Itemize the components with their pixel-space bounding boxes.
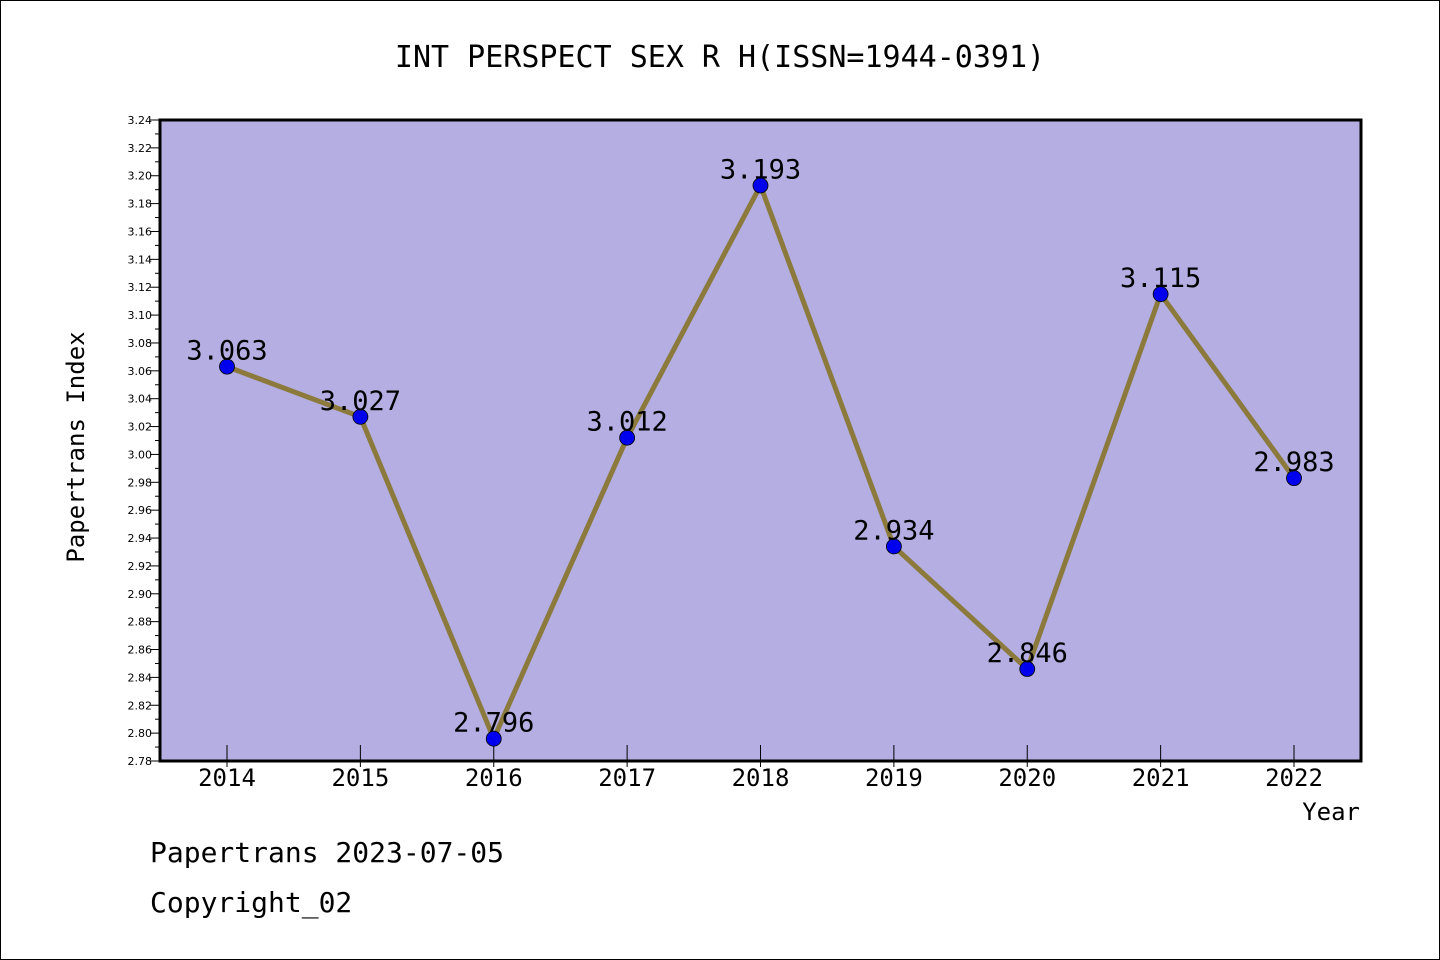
- y-tick-label: 2.98: [128, 476, 153, 489]
- data-point: [1286, 470, 1302, 487]
- y-tick-label: 2.84: [128, 671, 153, 684]
- y-tick-label: 2.82: [128, 699, 153, 712]
- data-label: 3.027: [320, 386, 401, 417]
- data-point: [752, 177, 769, 194]
- data-point: [352, 408, 369, 425]
- data-point: [485, 730, 502, 747]
- y-tick-label: 2.88: [128, 616, 153, 629]
- data-label: 2.983: [1253, 447, 1334, 478]
- y-tick-label: 3.22: [128, 142, 153, 155]
- x-axis-label: Year: [1302, 798, 1360, 826]
- y-tick-label: 3.14: [128, 253, 153, 266]
- markers-group: [219, 177, 1302, 747]
- x-tick-label: 2016: [465, 764, 523, 792]
- y-tick-label: 3.02: [128, 421, 153, 434]
- chart-title: INT PERSPECT SEX R H(ISSN=1944-0391): [395, 40, 1045, 75]
- x-axis: 2014 2015 2016 2017 2018 2019 2020 2021 2022: [198, 745, 1323, 792]
- y-tick-label: 3.18: [128, 198, 153, 211]
- y-tick-label: 2.78: [128, 755, 153, 768]
- data-labels-group: 3.063 3.027 2.796 3.012 3.193 2.934 2.846 3.115…: [186, 154, 1334, 738]
- y-tick-label: 2.92: [128, 560, 153, 573]
- data-label: 3.012: [586, 407, 667, 438]
- x-tick-label: 2018: [732, 764, 790, 792]
- y-tick-label: 3.08: [128, 337, 153, 350]
- y-tick-label: 3.00: [128, 448, 153, 461]
- footer-copyright: Copyright_02: [150, 886, 353, 919]
- x-tick-label: 2015: [331, 764, 389, 792]
- y-axis: 2.78 2.80 2.82 2.84 2.86 2.88 2.90 2.92 2.94 2.96…: [128, 114, 160, 768]
- x-tick-label: 2020: [998, 764, 1056, 792]
- x-tick-label: 2019: [865, 764, 923, 792]
- x-tick-label: 2022: [1265, 764, 1323, 792]
- y-tick-label: 2.90: [128, 588, 153, 601]
- data-label: 3.115: [1120, 263, 1201, 294]
- footer-date: Papertrans 2023-07-05: [150, 836, 505, 869]
- y-tick-label: 3.24: [128, 114, 153, 127]
- y-tick-label: 3.04: [128, 393, 153, 406]
- data-point: [1019, 661, 1036, 677]
- y-tick-label: 3.10: [128, 309, 153, 322]
- x-tick-label: 2014: [198, 764, 256, 792]
- data-point: [1152, 286, 1169, 303]
- y-tick-label: 2.80: [128, 727, 153, 740]
- plot-area: [158, 118, 1363, 763]
- data-label: 2.934: [853, 515, 934, 546]
- data-label: 2.796: [453, 708, 534, 739]
- y-tick-label: 2.94: [128, 532, 153, 545]
- data-label: 3.193: [720, 154, 801, 185]
- y-tick-label: 3.12: [128, 281, 153, 294]
- data-point: [219, 358, 235, 375]
- y-tick-label: 3.20: [128, 170, 153, 183]
- data-label: 2.846: [987, 638, 1068, 669]
- y-tick-label: 2.86: [128, 644, 153, 657]
- data-point: [885, 538, 902, 555]
- y-tick-label: 3.16: [128, 225, 153, 238]
- data-label: 3.063: [186, 336, 267, 367]
- x-tick-label: 2021: [1132, 764, 1190, 792]
- y-tick-label: 2.96: [128, 504, 153, 517]
- y-tick-label: 3.06: [128, 365, 153, 378]
- data-point: [619, 429, 636, 446]
- y-axis-label: Papertrans Index: [62, 331, 90, 562]
- x-tick-label: 2017: [598, 764, 656, 792]
